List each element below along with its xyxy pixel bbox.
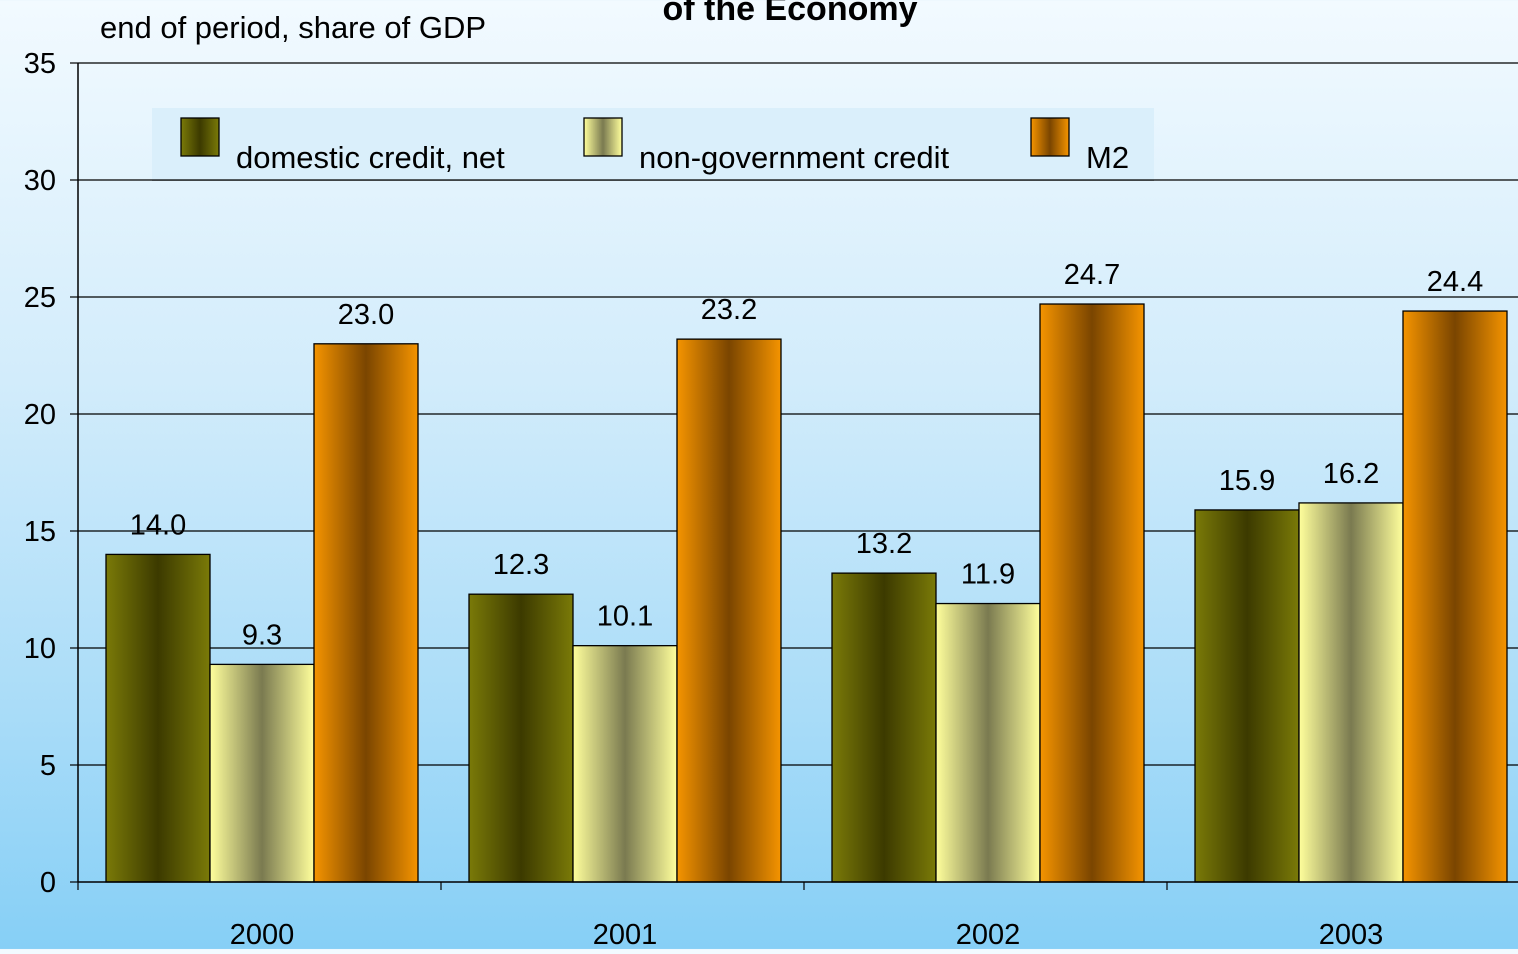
y-tick-label: 10 (24, 633, 56, 665)
legend-swatch-1 (583, 117, 623, 157)
bar-1-1 (572, 645, 678, 883)
bar-0-3 (1194, 509, 1300, 883)
bar-1-3 (1298, 502, 1404, 883)
legend-label-1: non-government credit (639, 140, 950, 175)
bar-2-2 (1039, 303, 1145, 883)
data-label: 14.0 (130, 509, 186, 541)
data-label: 12.3 (493, 549, 549, 581)
bar-2-0 (313, 343, 419, 883)
legend: domestic credit, net non-government credi… (152, 108, 1154, 181)
x-tick-label: 2002 (956, 919, 1021, 949)
legend-background (152, 108, 1154, 180)
y-tick-label: 15 (24, 516, 56, 548)
x-tick-label: 2000 (230, 919, 295, 949)
y-tick-label: 30 (24, 165, 56, 197)
bar-1-0 (209, 663, 315, 883)
x-tick-label: 2003 (1319, 919, 1384, 949)
bar-2-3 (1402, 310, 1508, 883)
data-label: 16.2 (1323, 458, 1379, 490)
data-label: 24.4 (1427, 266, 1483, 298)
bar-0-0 (105, 553, 211, 883)
y-tick-label: 5 (40, 750, 56, 782)
y-tick-label: 0 (40, 867, 56, 899)
legend-label-2: M2 (1086, 140, 1129, 175)
y-tick-label: 20 (24, 399, 56, 431)
data-label: 13.2 (856, 528, 912, 560)
legend-swatch-0 (180, 117, 220, 157)
chart-title: of the Economy (662, 0, 917, 28)
bars: 14.0 9.3 23.0 12.3 10.1 23.2 13.2 11.9 24.7 15.9 1… (105, 259, 1508, 883)
data-label: 9.3 (242, 619, 282, 651)
axes: 0 5 10 15 20 25 30 35 2000 2001 2002 2003 (24, 48, 1518, 951)
data-label: 23.0 (338, 299, 394, 331)
bar-0-2 (831, 572, 937, 883)
x-tick-label: 2001 (593, 919, 658, 949)
legend-swatch-2 (1030, 117, 1070, 157)
bar-2-1 (676, 338, 782, 883)
bar-0-1 (468, 593, 574, 883)
y-tick-label: 25 (24, 282, 56, 314)
data-label: 11.9 (961, 559, 1015, 591)
legend-label-0: domestic credit, net (236, 140, 505, 175)
data-label: 24.7 (1064, 259, 1120, 291)
data-label: 10.1 (597, 601, 653, 633)
bar-1-2 (935, 602, 1041, 883)
y-tick-label: 35 (24, 48, 56, 80)
chart-subtitle: end of period, share of GDP (100, 10, 486, 45)
data-label: 15.9 (1219, 465, 1275, 497)
data-label: 23.2 (701, 294, 757, 326)
